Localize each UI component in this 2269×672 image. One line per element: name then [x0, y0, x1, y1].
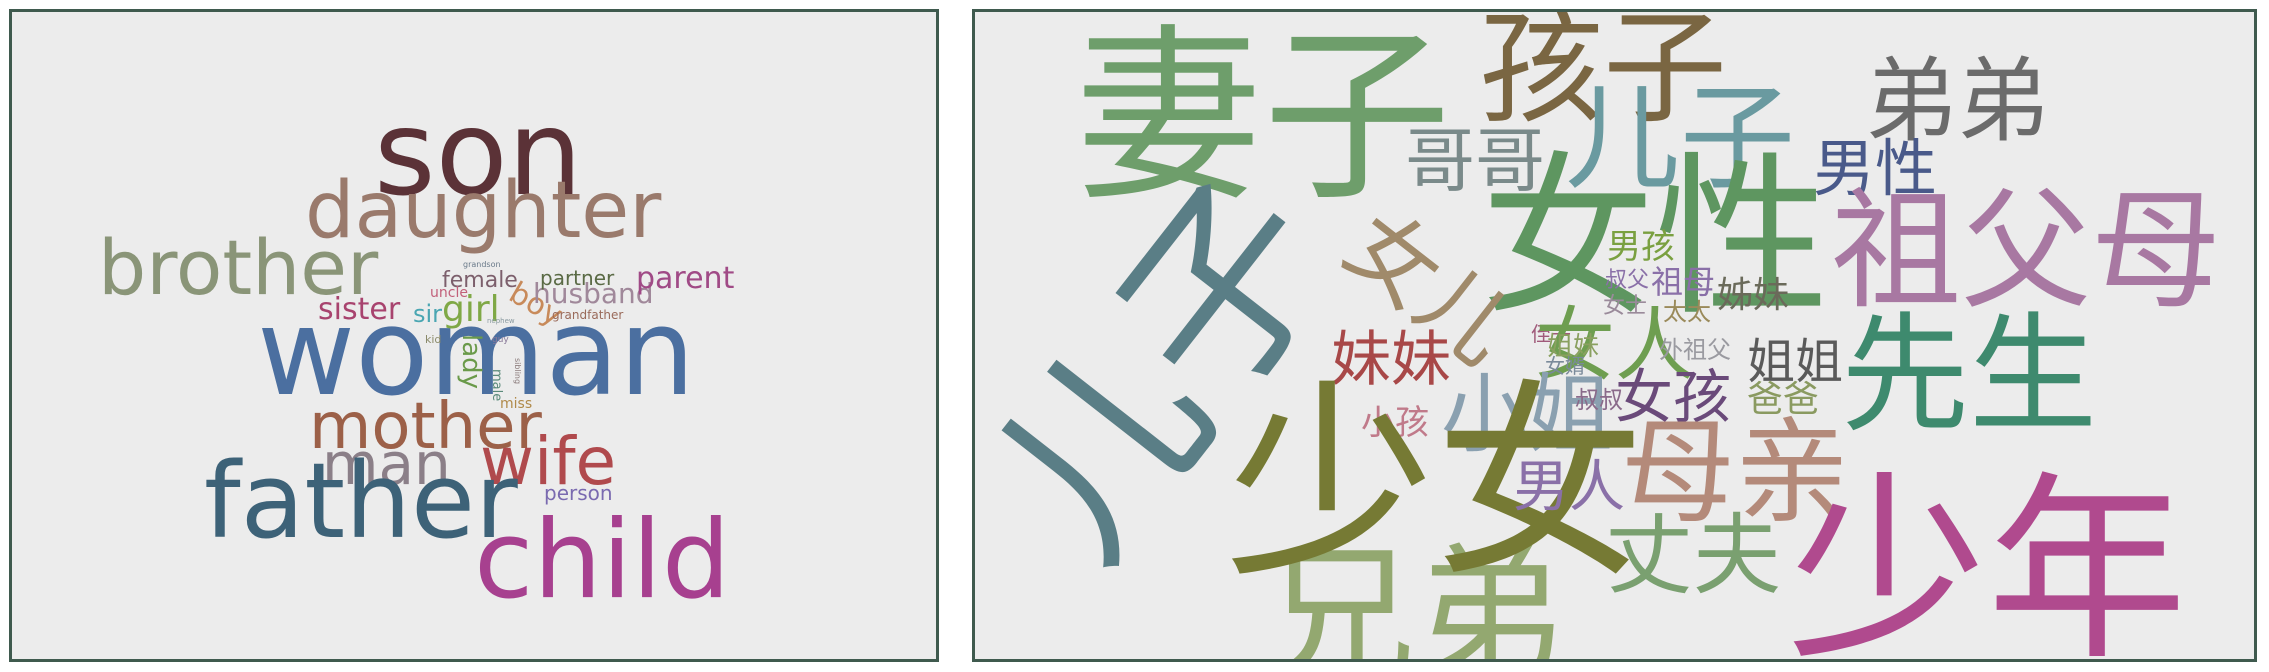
- word-qizi: 妻子: [1075, 9, 1451, 227]
- word-xiongdi: 兄弟: [1265, 530, 1566, 662]
- word-taitai: 太太: [1663, 298, 1711, 326]
- word-grandfather: grandfather: [552, 308, 624, 322]
- word-guy: guy: [492, 335, 509, 345]
- word-child: child: [474, 498, 731, 623]
- word-shufu: 叔父: [1605, 268, 1650, 293]
- word-didi: 弟弟: [1865, 48, 2050, 155]
- word-sister: sister: [318, 292, 401, 327]
- word-xiansheng: 先生: [1841, 301, 2098, 450]
- word-jiemei: 姐妹: [1547, 332, 1600, 362]
- word-miss: miss: [500, 396, 533, 412]
- word-shaonian: 少年: [1787, 455, 2188, 662]
- word-nvren: 女人: [1535, 299, 1695, 392]
- word-zimei: 姊妹: [1717, 275, 1790, 316]
- word-woman: woman: [257, 284, 696, 423]
- word-meimei: 妹妹: [1331, 325, 1451, 395]
- word-zufumu: 祖父母: [1831, 175, 2222, 327]
- word-erzi: 儿子: [1565, 72, 1796, 206]
- word-nvxu: 女婿: [1545, 354, 1585, 378]
- word-girl: girl: [442, 289, 500, 330]
- word-female: female: [442, 268, 518, 293]
- word-waizufu: 外祖父: [1659, 336, 1731, 364]
- word-father: father: [204, 440, 518, 562]
- word-lady: lady: [456, 334, 486, 390]
- word-sibling: sibling: [513, 358, 522, 385]
- word-gege: 哥哥: [1405, 120, 1545, 202]
- word-man: man: [322, 430, 451, 498]
- word-husband: husband: [533, 277, 654, 310]
- word-nephew: nephew: [487, 317, 515, 325]
- word-jiejie: 姐姐: [1747, 334, 1844, 390]
- english-word-cloud-panel: son daughter brother woman mother man wi…: [9, 9, 939, 662]
- word-nanxing: 男性: [1813, 132, 1938, 205]
- word-brother: brother: [98, 223, 379, 312]
- word-muqin: 母亲: [1621, 406, 1850, 539]
- word-male: male: [489, 369, 504, 402]
- word-zhizi: 侄子: [1531, 322, 1571, 346]
- word-kid: kid: [425, 333, 442, 346]
- word-nvshi: 女士: [1603, 294, 1648, 319]
- word-zumu: 祖母: [1651, 263, 1716, 301]
- chinese-word-cloud-panel: 妻子 孩子 儿子 弟弟 哥哥 男性 女性 女儿 祖父母 男孩 叔父 祖母 姊妹 …: [972, 9, 2257, 662]
- word-parent: parent: [636, 261, 735, 296]
- word-shushu: 叔叔: [1575, 386, 1623, 414]
- word-sir: sir: [413, 300, 443, 328]
- word-shaonv: 少女: [1225, 362, 1646, 607]
- word-uncle: uncle: [430, 285, 468, 301]
- word-person: person: [544, 481, 613, 505]
- word-nvhai: 女孩: [1615, 363, 1732, 431]
- word-haizi: 孩子: [1479, 9, 1728, 141]
- word-son: son: [374, 84, 583, 222]
- word-nanren: 男人: [1513, 455, 1625, 520]
- word-xiaohai: 小孩: [1361, 403, 1429, 443]
- word-baba: 爸爸: [1747, 379, 1820, 420]
- word-mother: mother: [309, 390, 542, 464]
- word-wife: wife: [480, 423, 617, 500]
- word-nvxing: 女性: [1481, 137, 1830, 340]
- word-daughter: daughter: [305, 166, 662, 256]
- word-xiaojie: 小姐: [1441, 365, 1613, 465]
- word-zhangfu: 丈夫: [1605, 504, 1782, 607]
- word-nanhai: 男孩: [1607, 227, 1675, 267]
- word-grandson: grandson: [463, 260, 501, 269]
- word-partner: partner: [540, 266, 615, 290]
